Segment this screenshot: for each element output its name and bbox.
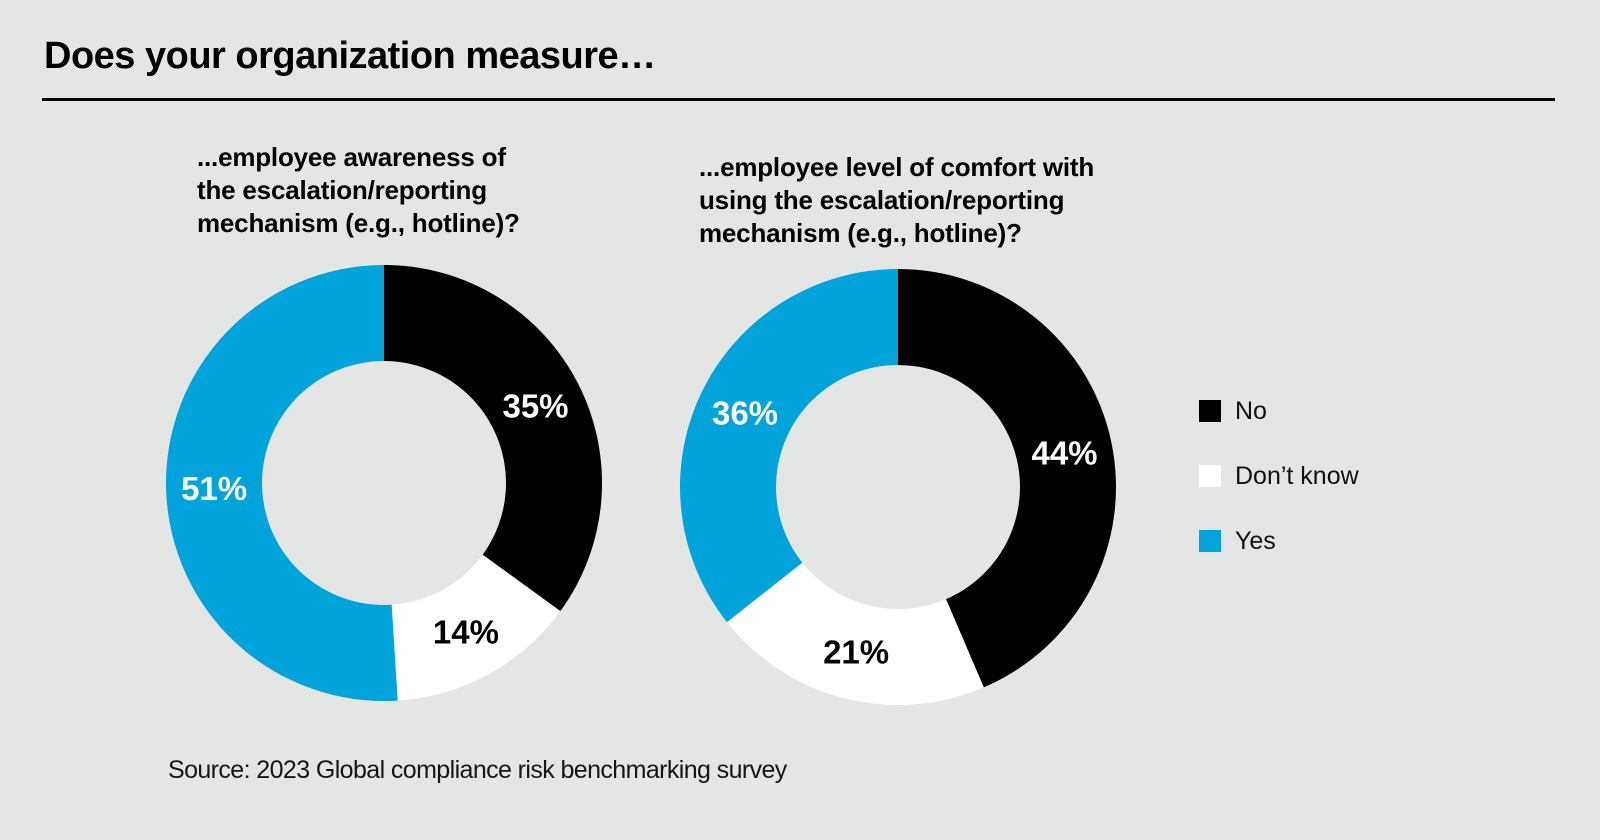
slice-value-label: 51% bbox=[181, 470, 247, 507]
source-note: Source: 2023 Global compliance risk benc… bbox=[168, 756, 787, 784]
legend-item-yes: Yes bbox=[1199, 528, 1359, 554]
slice-value-label: 44% bbox=[1031, 434, 1097, 471]
legend-label-dont-know: Don’t know bbox=[1235, 462, 1359, 490]
donut-slice-yes bbox=[680, 269, 898, 623]
legend: No Don’t know Yes bbox=[1199, 398, 1359, 554]
legend-label-yes: Yes bbox=[1235, 527, 1276, 555]
legend-swatch-dont-know bbox=[1199, 465, 1221, 487]
legend-swatch-yes bbox=[1199, 530, 1221, 552]
legend-swatch-no bbox=[1199, 400, 1221, 422]
donut-slice-no bbox=[898, 269, 1117, 688]
slice-value-label: 14% bbox=[433, 614, 499, 651]
donut-chart-comfort: 44% 21% 36% bbox=[680, 269, 1117, 706]
legend-item-dont-know: Don’t know bbox=[1199, 463, 1359, 489]
donut-slice-don-t-know bbox=[391, 554, 561, 701]
donut-slice-don-t-know bbox=[726, 562, 984, 706]
slice-value-label: 35% bbox=[502, 387, 568, 424]
page-title: Does your organization measure… bbox=[44, 35, 656, 77]
donut-slice-yes bbox=[166, 265, 398, 701]
chart1-title: ...employee awareness of the escalation/… bbox=[197, 142, 520, 238]
chart2-title: ...employee level of comfort with using … bbox=[699, 152, 1095, 248]
legend-label-no: No bbox=[1235, 397, 1267, 425]
donut-chart-awareness: 35% 14% 51% bbox=[166, 265, 603, 701]
legend-item-no: No bbox=[1199, 398, 1359, 424]
slice-value-label: 36% bbox=[712, 394, 778, 431]
donut-slice-no bbox=[384, 265, 603, 612]
title-divider bbox=[42, 98, 1555, 101]
slice-value-label: 21% bbox=[823, 633, 889, 670]
